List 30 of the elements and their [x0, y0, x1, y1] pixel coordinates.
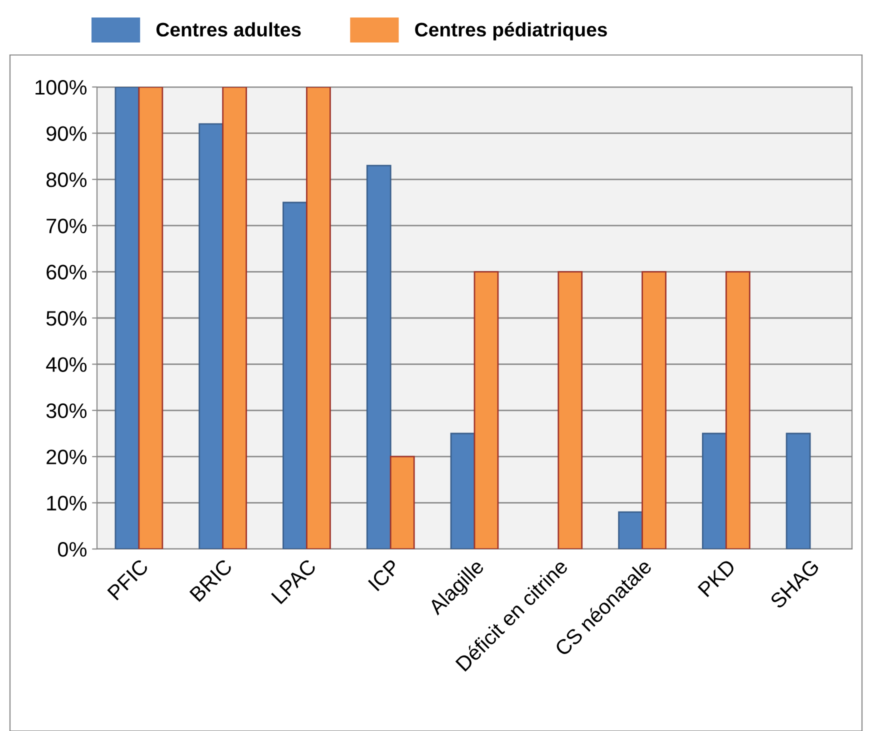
bar [198, 123, 224, 549]
bar [222, 87, 248, 549]
bar [138, 87, 164, 549]
y-tick-label: 40% [46, 357, 87, 372]
bar [390, 456, 415, 549]
bar [366, 164, 392, 549]
bar [702, 432, 727, 549]
y-tick-label: 20% [46, 450, 87, 464]
bar [725, 271, 750, 549]
bar [450, 432, 476, 549]
bar [282, 202, 308, 549]
y-tick-label: 60% [46, 264, 87, 280]
y-tick-label: 100% [36, 80, 87, 95]
bar [558, 271, 583, 549]
bar [618, 511, 643, 549]
y-tick-label: 0% [58, 542, 87, 557]
y-tick-label: 90% [46, 126, 87, 141]
bar [474, 271, 499, 549]
y-tick-label: 70% [46, 218, 87, 234]
bar [306, 87, 331, 549]
legend-label: Centres adultes [156, 22, 301, 37]
y-tick-label: 10% [47, 496, 87, 511]
bar [642, 271, 666, 549]
legend-label: Centres pédiatriques [415, 22, 607, 40]
bar [114, 87, 140, 549]
y-tick-label: 30% [46, 403, 87, 418]
bar [786, 432, 811, 549]
y-tick-label: 50% [46, 311, 87, 326]
x-tick-label: ICP [368, 558, 401, 592]
y-tick-label: 80% [46, 172, 87, 188]
